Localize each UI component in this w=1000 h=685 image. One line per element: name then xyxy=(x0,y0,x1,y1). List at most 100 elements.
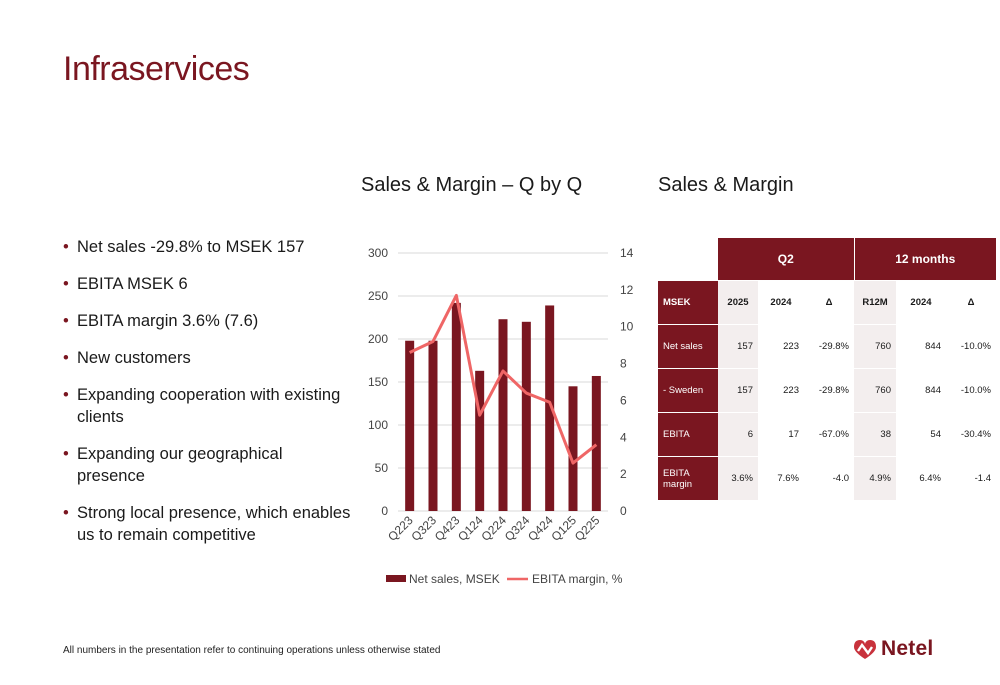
x-tick-label: Q323 xyxy=(408,513,439,544)
table-cell: 157 xyxy=(718,324,758,369)
table-cell: 7.6% xyxy=(758,456,804,501)
table-group-header-row: Q2 12 months xyxy=(658,238,996,281)
y-right-tick-label: 8 xyxy=(620,357,627,371)
bullet-text: Net sales -29.8% to MSEK 157 xyxy=(77,238,305,256)
table-cell: 844 xyxy=(896,368,946,413)
y-right-tick-label: 14 xyxy=(620,246,634,260)
table-row: EBITA margin 3.6% 7.6% -4.0 4.9% 6.4% -1… xyxy=(658,456,996,501)
bar xyxy=(451,302,461,511)
bullet-item: • Strong local presence, which enables us… xyxy=(63,502,353,546)
sales-margin-table: Q2 12 months MSEK 2025 2024 Δ R12M 2024 … xyxy=(658,238,996,501)
table-cell: -29.8% xyxy=(804,324,854,369)
column-header: Δ xyxy=(946,280,996,325)
x-tick-label: Q224 xyxy=(478,513,509,544)
bullet-item: • Expanding cooperation with existing cli… xyxy=(63,384,353,428)
logo-text: Netel xyxy=(881,637,934,660)
bullet-item: • EBITA MSEK 6 xyxy=(63,273,353,295)
bullet-list: • Net sales -29.8% to MSEK 157 • EBITA MSE… xyxy=(63,236,353,561)
heart-logo-icon xyxy=(854,640,876,659)
table-cell: 17 xyxy=(758,412,804,457)
y-right-tick-label: 4 xyxy=(620,430,627,444)
bullet-item: • Net sales -29.8% to MSEK 157 xyxy=(63,236,353,258)
table-cell: -1.4 xyxy=(946,456,996,501)
bar xyxy=(405,340,415,511)
table-row: Net sales 157 223 -29.8% 760 844 -10.0% xyxy=(658,324,996,369)
table-cell: 6 xyxy=(718,412,758,457)
row-label: - Sweden xyxy=(658,368,718,413)
y-left-tick-label: 100 xyxy=(368,418,388,432)
y-right-tick-label: 6 xyxy=(620,393,627,407)
bullet-item: • EBITA margin 3.6% (7.6) xyxy=(63,310,353,332)
y-left-tick-label: 200 xyxy=(368,332,388,346)
sales-margin-chart: 05010015020025030002468101214Q223Q323Q42… xyxy=(368,246,634,586)
table-cell: 760 xyxy=(854,368,896,413)
row-label: EBITA margin xyxy=(658,456,718,501)
x-tick-label: Q223 xyxy=(385,513,416,544)
bullet-icon: • xyxy=(63,445,69,463)
bar xyxy=(475,370,485,511)
group-header-q2: Q2 xyxy=(718,238,854,281)
table-cell: 3.6% xyxy=(718,456,758,501)
bar xyxy=(545,305,555,511)
row-label: Net sales xyxy=(658,324,718,369)
table-cell: 223 xyxy=(758,324,804,369)
legend-bar-swatch xyxy=(386,575,406,582)
ebita-margin-line xyxy=(409,293,598,465)
table-row: - Sweden 157 223 -29.8% 760 844 -10.0% xyxy=(658,368,996,413)
column-header: 2025 xyxy=(718,280,758,325)
column-header: 2024 xyxy=(758,280,804,325)
y-left-tick-label: 0 xyxy=(381,504,388,518)
table-cell: -10.0% xyxy=(946,324,996,369)
bullet-icon: • xyxy=(63,312,69,330)
chart-heading: Sales & Margin – Q by Q xyxy=(361,174,583,196)
column-header: R12M xyxy=(854,280,896,325)
bullet-text: Strong local presence, which enables us … xyxy=(77,504,351,544)
table-cell: -29.8% xyxy=(804,368,854,413)
column-header-msek: MSEK xyxy=(658,280,718,325)
table-cell: -30.4% xyxy=(946,412,996,457)
page-title: Infraservices xyxy=(63,50,250,88)
table-cell: 38 xyxy=(854,412,896,457)
x-tick-label: Q125 xyxy=(548,513,579,544)
bullet-text: EBITA MSEK 6 xyxy=(77,275,188,293)
netel-logo: Netel xyxy=(852,637,933,661)
table-cell: 844 xyxy=(896,324,946,369)
bullet-icon: • xyxy=(63,386,69,404)
group-header-12-months: 12 months xyxy=(853,238,996,281)
x-tick-label: Q423 xyxy=(432,513,463,544)
bullet-item: • New customers xyxy=(63,347,353,369)
table-cell: 6.4% xyxy=(896,456,946,501)
y-right-tick-label: 0 xyxy=(620,504,627,518)
bar xyxy=(591,375,601,511)
y-right-tick-label: 10 xyxy=(620,320,634,334)
row-label: EBITA xyxy=(658,412,718,457)
bullet-icon: • xyxy=(63,504,69,522)
column-header: Δ xyxy=(804,280,854,325)
table-row: EBITA 6 17 -67.0% 38 54 -30.4% xyxy=(658,412,996,457)
bullet-icon: • xyxy=(63,349,69,367)
bar xyxy=(521,321,531,511)
bullet-text: EBITA margin 3.6% (7.6) xyxy=(77,312,259,330)
table-cell: 223 xyxy=(758,368,804,413)
table-cell: 760 xyxy=(854,324,896,369)
y-left-tick-label: 300 xyxy=(368,246,388,260)
table-heading: Sales & Margin xyxy=(658,174,794,196)
table-cell: 54 xyxy=(896,412,946,457)
bullet-text: New customers xyxy=(77,349,191,367)
table-corner-cell xyxy=(658,238,718,281)
bullet-item: • Expanding our geographical presence xyxy=(63,443,353,487)
y-left-tick-label: 50 xyxy=(375,461,389,475)
y-right-tick-label: 12 xyxy=(620,283,634,297)
bar xyxy=(428,340,438,511)
bar xyxy=(498,319,508,511)
table-cell: -10.0% xyxy=(946,368,996,413)
footnote: All numbers in the presentation refer to… xyxy=(63,645,441,656)
table-cell: -4.0 xyxy=(804,456,854,501)
legend-label-ebita-margin: EBITA margin, % xyxy=(532,572,623,586)
x-tick-label: Q225 xyxy=(572,513,603,544)
x-tick-label: Q324 xyxy=(502,513,533,544)
table-cell: 4.9% xyxy=(854,456,896,501)
legend-label-net-sales: Net sales, MSEK xyxy=(409,572,500,586)
y-left-tick-label: 150 xyxy=(368,375,388,389)
bullet-text: Expanding our geographical presence xyxy=(77,445,283,485)
